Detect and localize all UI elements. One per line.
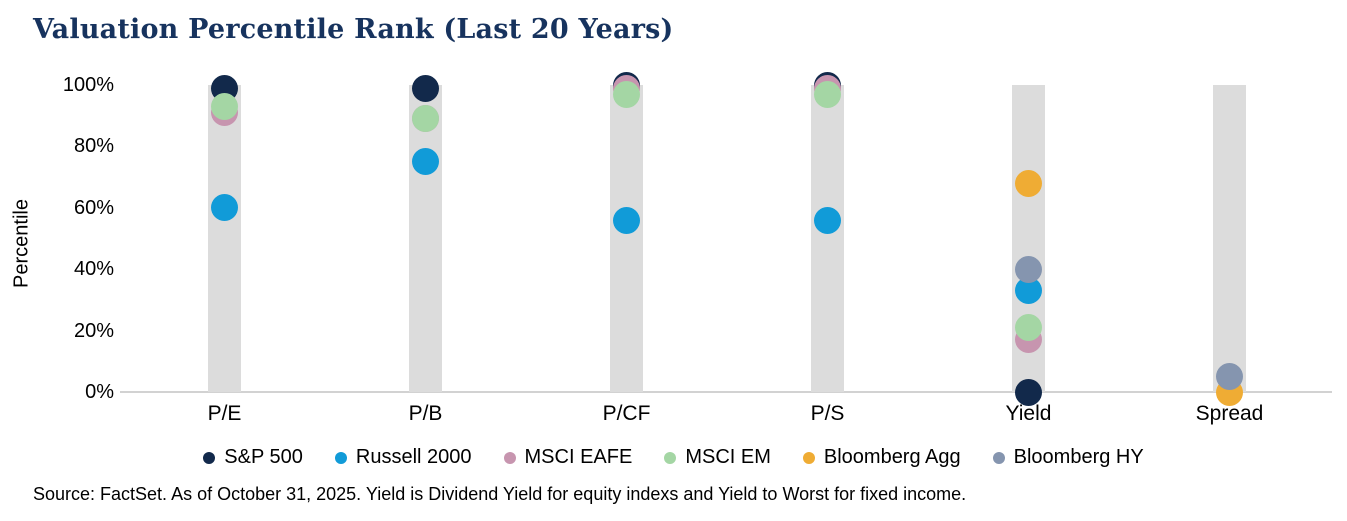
source-note: Source: FactSet. As of October 31, 2025.… (33, 484, 967, 504)
legend-item: Bloomberg HY (992, 446, 1144, 469)
chart-title: Valuation Percentile Rank (Last 20 Years… (33, 14, 674, 45)
legend-label: Bloomberg Agg (823, 446, 961, 468)
data-point (1015, 255, 1042, 283)
y-tick-label: 80% (73, 135, 114, 158)
category-range-bar (409, 85, 442, 392)
legend-item: Russell 2000 (334, 446, 472, 469)
chart-legend: S&P 500 Russell 2000 MSCI EAFE MSCI EM Bloom… (0, 446, 1347, 469)
legend-item: MSCI EM (664, 446, 771, 469)
x-category-label: P/E (207, 402, 242, 425)
legend-marker-icon (664, 451, 677, 464)
category-range-bar (811, 85, 844, 392)
y-tick-label: 40% (73, 258, 114, 281)
legend-label: MSCI EM (685, 446, 771, 468)
data-point (211, 92, 238, 120)
data-point (1015, 378, 1042, 406)
legend-marker-icon (503, 451, 516, 464)
legend-item: Bloomberg Agg (802, 446, 961, 469)
y-tick-label: 60% (73, 196, 114, 219)
data-point (814, 80, 841, 108)
y-tick-label: 0% (85, 381, 114, 403)
data-point (412, 74, 439, 102)
legend-item: MSCI EAFE (503, 446, 633, 469)
legend-marker-icon (802, 451, 815, 464)
legend-label: S&P 500 (224, 446, 303, 468)
data-point (1015, 169, 1042, 197)
legend-label: MSCI EAFE (524, 446, 633, 468)
data-point (412, 105, 439, 133)
legend-marker-icon (992, 451, 1005, 464)
data-point (814, 206, 841, 234)
x-category-label: P/CF (602, 402, 651, 425)
y-axis-label: Percentile (10, 199, 33, 288)
x-category-label: Spread (1195, 402, 1264, 425)
data-point (1015, 314, 1042, 342)
category-range-bar (1213, 85, 1246, 392)
x-category-label: P/S (810, 402, 845, 425)
data-point (613, 80, 640, 108)
category-range-bar (208, 85, 241, 392)
x-category-label: P/B (408, 402, 443, 425)
data-point (1216, 363, 1243, 391)
legend-item: S&P 500 (203, 446, 303, 469)
x-axis-baseline (120, 391, 1332, 393)
y-tick-label: 20% (73, 319, 114, 342)
y-tick-label: 100% (62, 74, 114, 96)
x-category-label: Yield (1005, 402, 1052, 425)
legend-label: Bloomberg HY (1013, 446, 1144, 468)
data-point (412, 148, 439, 176)
legend-marker-icon (203, 451, 216, 464)
legend-label: Russell 2000 (355, 446, 472, 468)
category-range-bar (610, 85, 643, 392)
plot-area: 0% 20% 40% 60% 80% 100% P/E P/B P/CF P/S Yield Spre… (63, 71, 1332, 425)
data-point (211, 194, 238, 222)
data-point (613, 206, 640, 234)
legend-marker-icon (334, 451, 347, 464)
